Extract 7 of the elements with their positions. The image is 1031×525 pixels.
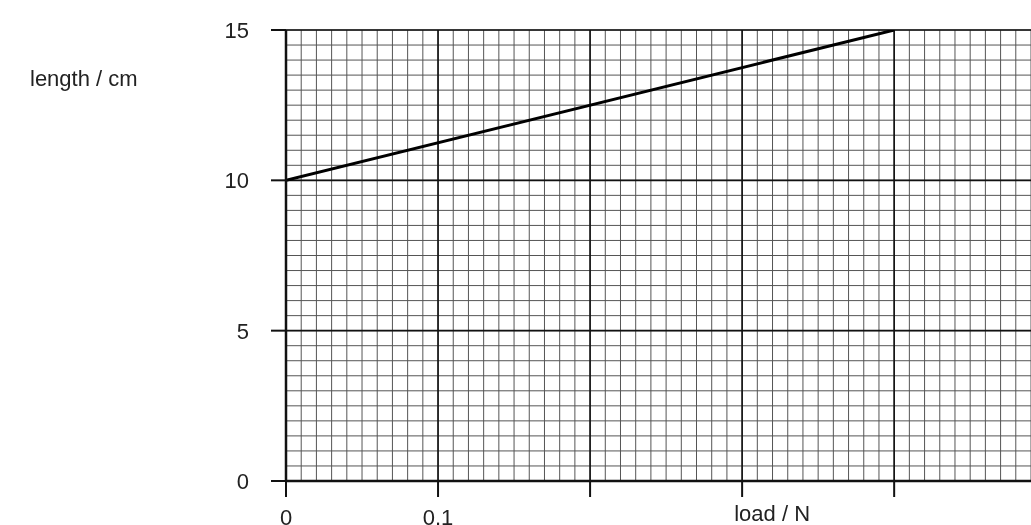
y-tick-label: 0 — [236, 469, 249, 494]
y-tick-label: 5 — [236, 318, 249, 344]
x-axis-title: load / N — [734, 501, 811, 525]
x-tick-label: 0.1 — [422, 505, 454, 525]
y-axis-title: length / cm — [30, 66, 138, 91]
y-tick-label: 15 — [224, 18, 249, 43]
y-tick-label: 10 — [224, 168, 249, 194]
